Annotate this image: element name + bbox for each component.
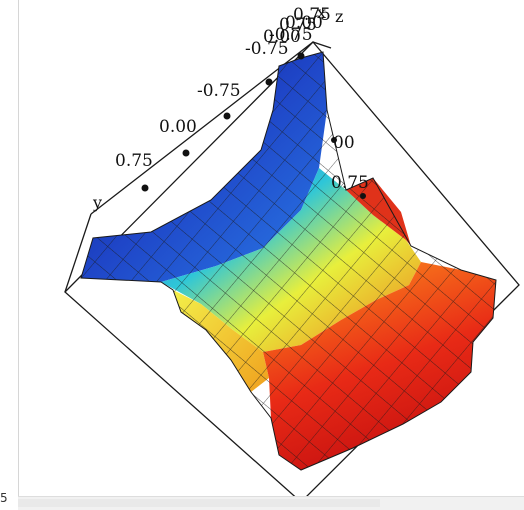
- horizontal-scrollbar[interactable]: [18, 496, 524, 510]
- x-tick-0: -0.75: [245, 39, 289, 59]
- back-edge-tick-dots: [141, 52, 366, 199]
- bounding-box: [64, 41, 520, 496]
- y-tick-2: -0.75: [197, 81, 241, 101]
- z-axis-label: z: [335, 7, 343, 26]
- y-tick-1: 0.00: [159, 117, 197, 137]
- x-tick-1: 0.00: [263, 27, 301, 47]
- z-tick-2: 0.75: [293, 5, 331, 25]
- z-tick-1: 0.00: [285, 13, 323, 33]
- surface-plot[interactable]: 0.75 0.00 -0.75 -0.75 0.00 0.75 -0.75 0.…: [19, 0, 524, 496]
- front-right-tick-0: 00: [333, 133, 355, 153]
- plot-panel: 0.75 0.00 -0.75 -0.75 0.00 0.75 -0.75 0.…: [18, 0, 524, 509]
- y-tick-0: 0.75: [115, 151, 153, 171]
- gutter-label: 5: [0, 491, 8, 505]
- surface-mesh: [80, 51, 497, 471]
- x-axis-label: x: [317, 3, 326, 22]
- axis-names: y x z: [92, 3, 343, 212]
- scrollbar-thumb[interactable]: [18, 499, 380, 507]
- x-tick-2: 0.75: [279, 15, 317, 35]
- y-axis-label: y: [92, 193, 102, 212]
- tick-labels: 0.75 0.00 -0.75 -0.75 0.00 0.75 -0.75 0.…: [115, 5, 369, 193]
- z-tick-0: -0.75: [269, 25, 313, 45]
- front-right-tick-1: 0.75: [331, 173, 369, 193]
